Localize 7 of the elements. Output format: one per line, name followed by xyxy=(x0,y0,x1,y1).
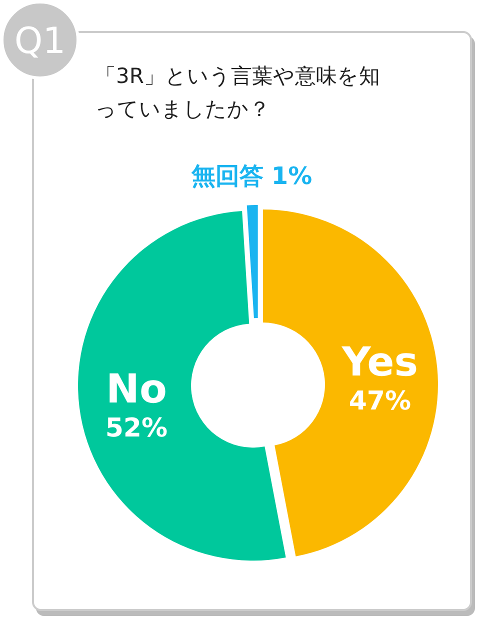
data-label: 1% xyxy=(271,162,312,190)
data-label: 52% xyxy=(105,413,168,444)
slice-label: Yes xyxy=(340,339,418,386)
slice-label: 無回答 xyxy=(190,162,264,190)
chart-title: 「3R」という言葉や意味を知っていましたか？ xyxy=(95,64,380,121)
slice-label: No xyxy=(106,366,167,412)
data-label: 47% xyxy=(348,386,412,416)
